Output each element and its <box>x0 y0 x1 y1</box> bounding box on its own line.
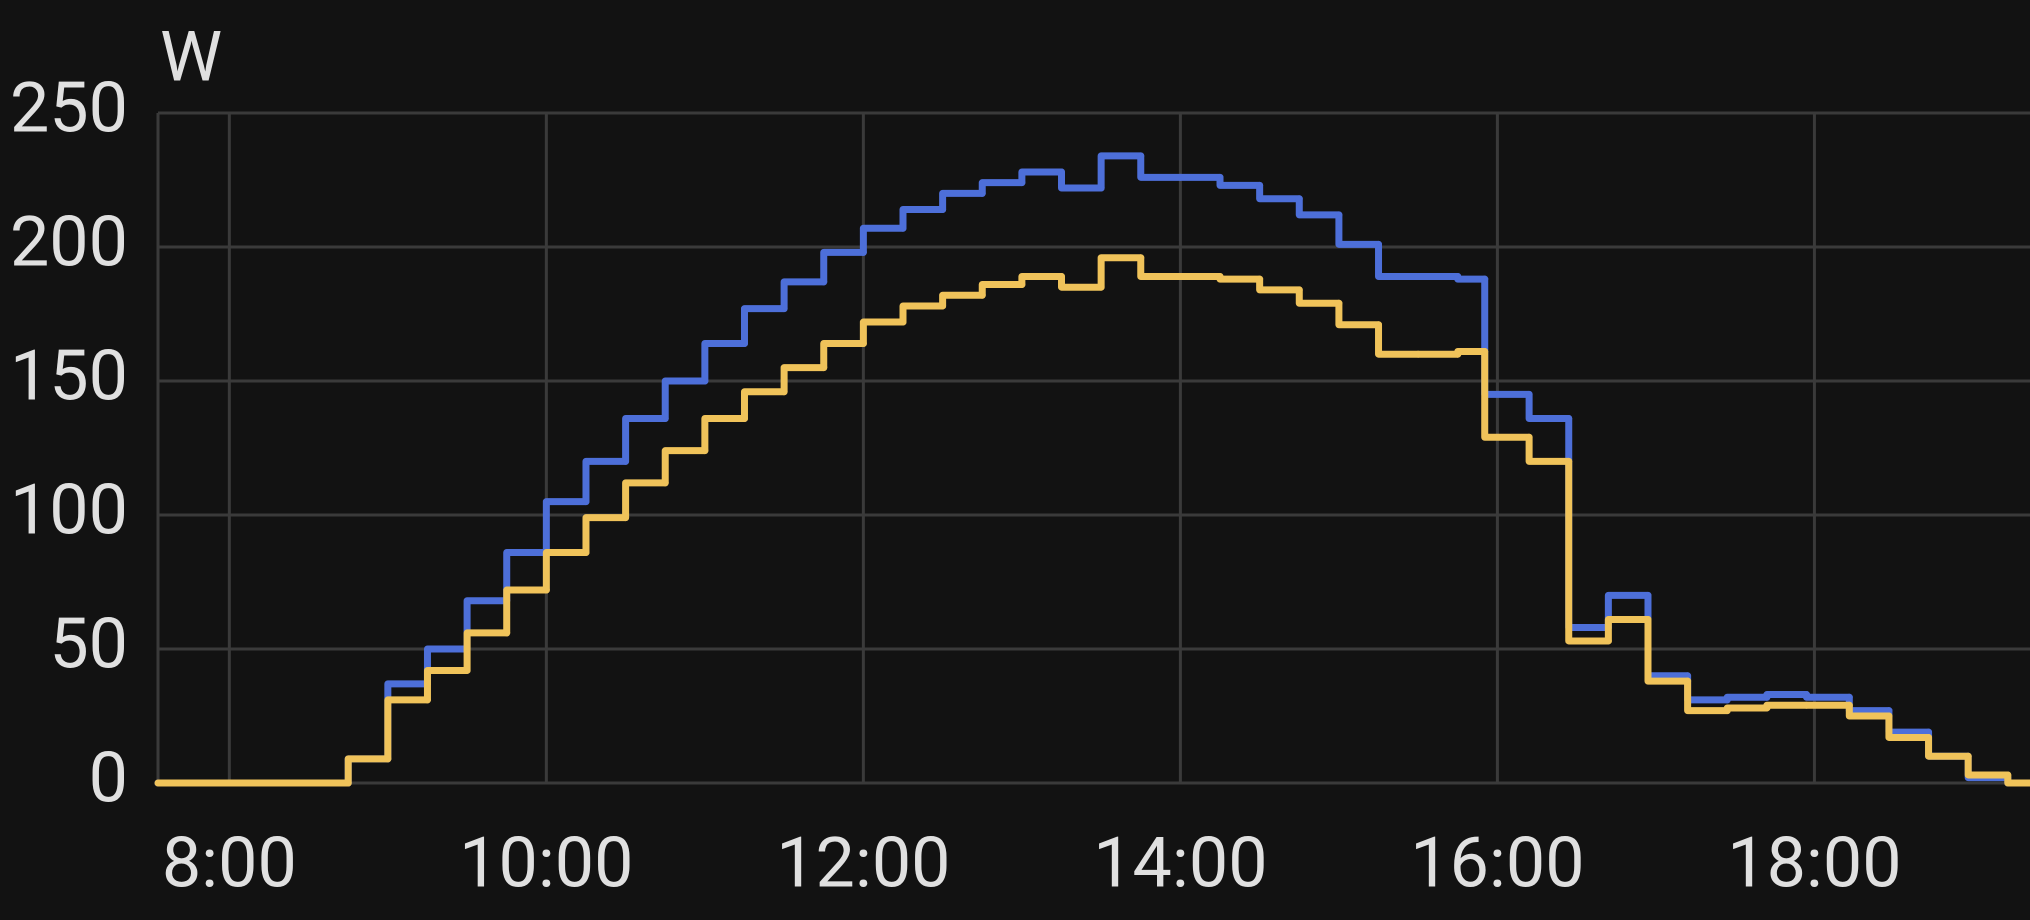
line-step <box>939 189 986 213</box>
line-step <box>701 339 748 385</box>
line-step <box>1763 691 1810 701</box>
line-step <box>859 318 907 347</box>
line-step <box>740 388 788 423</box>
x-tick-label: 10:00 <box>459 822 633 904</box>
line-step <box>1018 272 1066 289</box>
line-step <box>820 339 867 372</box>
line-step <box>1803 691 1853 701</box>
line-step <box>740 305 788 347</box>
line-step <box>344 755 392 787</box>
y-tick-label: 50 <box>49 603 128 685</box>
line-step <box>1375 240 1422 280</box>
line-step <box>582 514 630 557</box>
line-step <box>1058 168 1105 192</box>
line-step <box>1256 181 1303 203</box>
line-step <box>622 479 669 522</box>
y-tick-label: 0 <box>89 737 128 819</box>
line-step <box>1565 457 1612 645</box>
line-step <box>1295 195 1343 219</box>
y-tick-label: 200 <box>10 201 128 283</box>
x-tick-label: 8:00 <box>162 822 297 904</box>
line-step <box>1137 254 1184 280</box>
line-step <box>661 377 709 423</box>
line-step <box>542 549 590 594</box>
y-tick-label: 250 <box>10 67 128 149</box>
line-step <box>899 205 947 232</box>
line-step <box>1295 286 1343 307</box>
line-step <box>1684 677 1731 715</box>
line-step <box>820 248 867 286</box>
line-step <box>939 291 986 310</box>
line-step <box>1058 272 1105 291</box>
line-step <box>1885 712 1933 741</box>
line-step <box>1964 752 2012 779</box>
x-tick-label: 14:00 <box>1093 822 1267 904</box>
line-step <box>1097 152 1145 192</box>
x-tick-label: 16:00 <box>1410 822 1584 904</box>
line-step <box>622 415 669 465</box>
line-step <box>384 696 431 763</box>
y-axis-label: W <box>160 16 222 98</box>
line-step <box>1097 254 1145 291</box>
line-step <box>1763 701 1810 712</box>
line-step <box>1481 348 1533 441</box>
line-step <box>780 278 828 313</box>
line-step <box>1525 433 1573 465</box>
line-step <box>661 447 709 487</box>
line-step <box>859 224 907 256</box>
line-step <box>503 549 550 605</box>
line-step <box>1845 701 1893 720</box>
line-step <box>1454 272 1489 283</box>
line-step <box>1925 733 1972 760</box>
line-step <box>2004 771 2030 787</box>
line-step <box>1644 616 1692 685</box>
line-step <box>780 364 828 396</box>
line-step <box>1335 211 1383 248</box>
x-tick-label: 12:00 <box>776 822 950 904</box>
line-step <box>1335 299 1383 329</box>
line-step <box>503 586 550 637</box>
line-step <box>899 302 947 326</box>
line-step <box>1216 272 1264 283</box>
line-step <box>542 498 590 557</box>
line-step <box>1723 693 1771 704</box>
x-tick-label: 18:00 <box>1727 822 1901 904</box>
line-step <box>1723 704 1771 715</box>
line-step <box>1256 275 1303 294</box>
line-step <box>978 281 1026 299</box>
line-step <box>1018 168 1066 187</box>
line-step <box>1604 616 1652 645</box>
line-step <box>582 457 630 506</box>
y-tick-label: 150 <box>10 335 128 417</box>
line-step <box>1375 321 1422 358</box>
line-step <box>1525 390 1573 423</box>
y-tick-label: 100 <box>10 469 128 551</box>
line-step <box>978 179 1026 197</box>
line-step <box>463 629 511 674</box>
line-step <box>423 666 471 704</box>
line-step <box>1137 152 1184 181</box>
line-step <box>1216 173 1264 189</box>
line-step <box>1454 348 1489 358</box>
line-step <box>701 415 748 455</box>
